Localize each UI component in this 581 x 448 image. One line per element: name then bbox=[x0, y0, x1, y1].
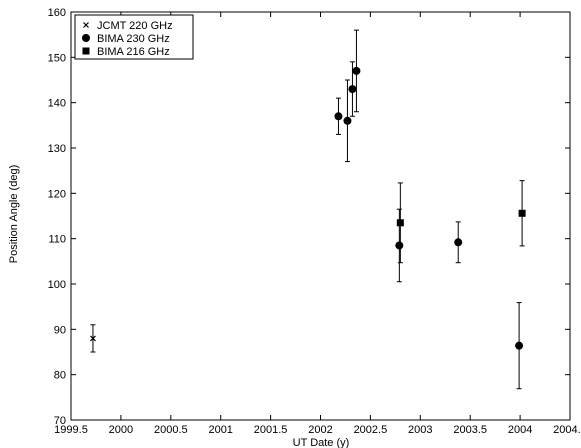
y-tick-label: 120 bbox=[48, 188, 66, 200]
y-tick-label: 70 bbox=[54, 415, 66, 427]
y-tick-label: 90 bbox=[54, 324, 66, 336]
data-point-circle bbox=[334, 112, 343, 121]
x-tick-label: 2001.5 bbox=[254, 424, 288, 436]
legend-box bbox=[74, 14, 194, 60]
x-tick-label: 2002 bbox=[308, 424, 332, 436]
data-point-circle bbox=[348, 85, 357, 94]
data-point-circle bbox=[395, 241, 404, 250]
y-tick-label: 130 bbox=[48, 143, 66, 155]
y-tick-label: 150 bbox=[48, 52, 66, 64]
data-point-circle bbox=[515, 341, 524, 350]
x-tick-label: 2001 bbox=[208, 424, 232, 436]
y-tick-label: 140 bbox=[48, 98, 66, 110]
x-tick-label: 2002.5 bbox=[354, 424, 388, 436]
x-tick-label: 2003 bbox=[408, 424, 432, 436]
legend-entry: BIMA 216 GHz bbox=[97, 46, 170, 58]
legend-entry: BIMA 230 GHz bbox=[97, 33, 170, 45]
y-tick-label: 160 bbox=[48, 7, 66, 19]
x-tick-label: 1999.5 bbox=[54, 424, 88, 436]
x-tick-label: 2004 bbox=[508, 424, 532, 436]
x-axis-label: UT Date (y) bbox=[293, 437, 350, 448]
y-tick-label: 110 bbox=[48, 234, 66, 246]
y-axis-label: Position Angle (deg) bbox=[8, 165, 20, 263]
legend-marker-x bbox=[83, 22, 89, 28]
y-tick-label: 100 bbox=[48, 279, 66, 291]
x-tick-label: 2000.5 bbox=[154, 424, 188, 436]
legend-marker-circle bbox=[82, 34, 90, 42]
data-point-square bbox=[396, 219, 404, 227]
data-point-circle bbox=[343, 116, 352, 125]
data-point-circle bbox=[352, 66, 361, 75]
y-tick-label: 80 bbox=[54, 370, 66, 382]
data-point-circle bbox=[454, 238, 463, 247]
x-tick-label: 2003.5 bbox=[453, 424, 487, 436]
x-tick-label: 2004.5 bbox=[553, 424, 581, 436]
data-point-square bbox=[518, 209, 526, 217]
legend-entry: JCMT 220 GHz bbox=[97, 20, 173, 32]
data-point-x bbox=[90, 335, 96, 342]
plot-frame bbox=[70, 11, 571, 421]
x-tick-label: 2000 bbox=[109, 424, 133, 436]
legend-marker-square bbox=[82, 47, 90, 55]
plot-area: 1999.5 2000 2000.5 2001 2001.5 2002 2002.5 2003… bbox=[48, 7, 581, 436]
